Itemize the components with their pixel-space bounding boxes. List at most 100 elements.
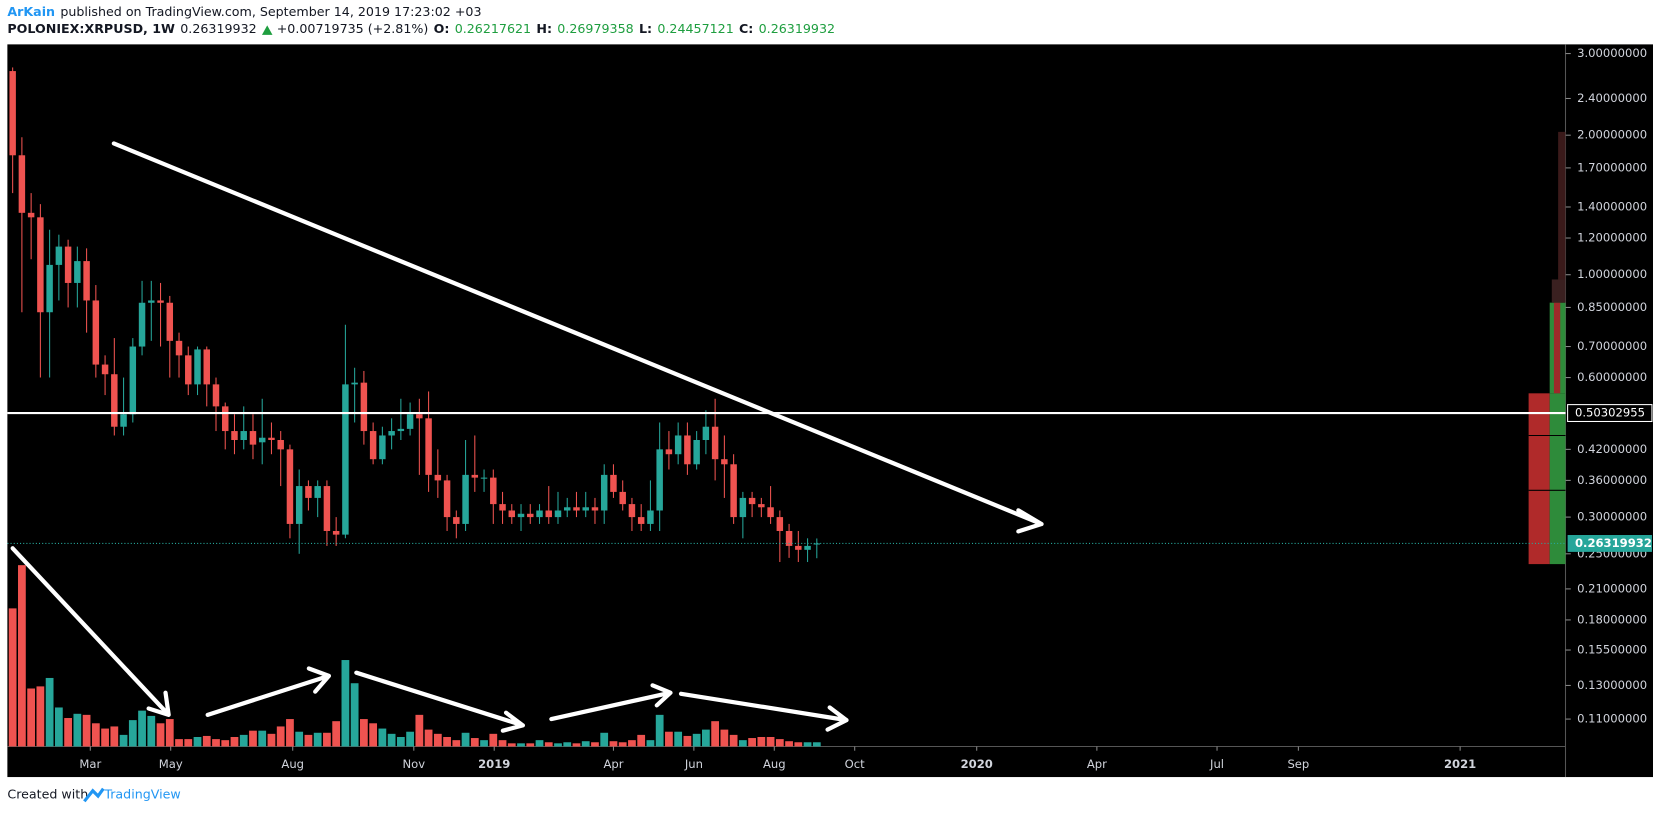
candle-body (758, 504, 765, 508)
published: published on TradingView.com, September … (60, 4, 481, 19)
volume-bar (572, 743, 581, 747)
candle-body (175, 340, 183, 356)
volume-bar (581, 741, 590, 747)
candle-body (637, 517, 645, 524)
candle-body (74, 261, 81, 283)
candle-body (369, 431, 377, 460)
candle-body (767, 507, 774, 518)
y-tick-label: 0.60000000 (1577, 370, 1647, 384)
candle-body (554, 510, 562, 518)
hline-label: 0.50302955 (1575, 406, 1645, 420)
volume-bar (18, 565, 26, 747)
candle-body (619, 491, 626, 505)
header: ArKain published on TradingView.com, Sep… (7, 4, 835, 36)
volume-bar (452, 740, 461, 747)
volume-arrow (10, 546, 171, 717)
candle-body (499, 504, 506, 511)
candle-body (277, 439, 284, 450)
brand[interactable]: TradingView (103, 786, 180, 801)
candle-body (721, 459, 728, 465)
volume-bar (267, 733, 276, 747)
volume-bar (544, 742, 553, 747)
candle-body (286, 449, 294, 524)
candle-body (360, 382, 368, 432)
drawings (10, 141, 1044, 733)
candle-body (194, 349, 201, 385)
up-triangle (261, 25, 273, 35)
candle-body (748, 497, 756, 505)
volume-bar (794, 742, 803, 747)
volume-bar (295, 731, 304, 747)
volume-bar (36, 686, 45, 747)
volume-bar (128, 720, 137, 747)
candle-body (684, 435, 691, 465)
volume-bar (665, 731, 673, 747)
candle-body (665, 449, 673, 455)
volume-bar (147, 715, 156, 747)
low-value: 0.24457121 (657, 21, 733, 36)
candle-body (600, 474, 608, 511)
candle-body (647, 510, 654, 524)
volume-bar (600, 732, 609, 747)
candle-body (27, 212, 35, 218)
volume-bar (535, 740, 544, 747)
candle-body (249, 431, 257, 445)
candle-body (92, 300, 100, 365)
volume-bar (91, 723, 100, 747)
candle-body (527, 513, 534, 518)
candle-body (185, 355, 192, 385)
candle-body (730, 464, 737, 518)
y-tick-label: 0.85000000 (1577, 300, 1647, 314)
candle-body (804, 545, 811, 550)
candle-body (564, 507, 571, 511)
volume-bar (202, 735, 211, 747)
y-tick-label: 0.42000000 (1577, 442, 1647, 456)
volume-bar (683, 735, 692, 747)
x-tick-label: Jul (1209, 757, 1224, 771)
candle-body (702, 426, 710, 440)
x-tick-label: 2021 (1444, 757, 1476, 771)
candle-body (656, 449, 663, 511)
volume-bar (702, 729, 710, 747)
volume-bar (655, 714, 664, 747)
volume-bar (591, 742, 599, 747)
candle-body (406, 414, 414, 429)
close-label: C: (739, 21, 753, 36)
volume-bar (674, 731, 683, 747)
profile-bar (1553, 302, 1561, 394)
volume-bar (64, 718, 72, 747)
candle-body (55, 246, 63, 265)
y-tick-label: 3.00000000 (1577, 46, 1647, 60)
profile-bar (1528, 393, 1550, 565)
x-tick-label: Apr (1087, 757, 1107, 771)
x-tick-label: Aug (281, 757, 304, 771)
candle-body (101, 364, 109, 375)
volume-bar (239, 734, 248, 747)
x-tick-label: Sep (1287, 757, 1309, 771)
volume-bar (729, 734, 738, 747)
candle-body (18, 155, 26, 213)
symbol: POLONIEX:XRPUSD, 1W (7, 21, 175, 36)
candle-body (83, 261, 90, 301)
candle-body (295, 486, 303, 524)
candle-body (323, 486, 331, 531)
volume-bar (637, 734, 646, 747)
candle-body (591, 507, 599, 511)
author[interactable]: ArKain (7, 4, 55, 19)
volume-bar (304, 734, 313, 747)
candle-body (157, 300, 164, 303)
low-label: L: (639, 21, 652, 36)
candle-body (342, 384, 349, 535)
volume-bar (692, 733, 701, 747)
high-label: H: (536, 21, 552, 36)
candle-body (351, 382, 358, 385)
candle-body (739, 497, 747, 518)
y-tick-label: 0.15500000 (1577, 643, 1647, 657)
volume-bar (775, 739, 784, 747)
x-tick-label: Mar (79, 757, 101, 771)
candle-body (203, 349, 210, 385)
volume-arrow (354, 670, 525, 733)
change: +0.00719735 (+2.81%) (277, 21, 429, 36)
volume-bar (165, 719, 174, 747)
